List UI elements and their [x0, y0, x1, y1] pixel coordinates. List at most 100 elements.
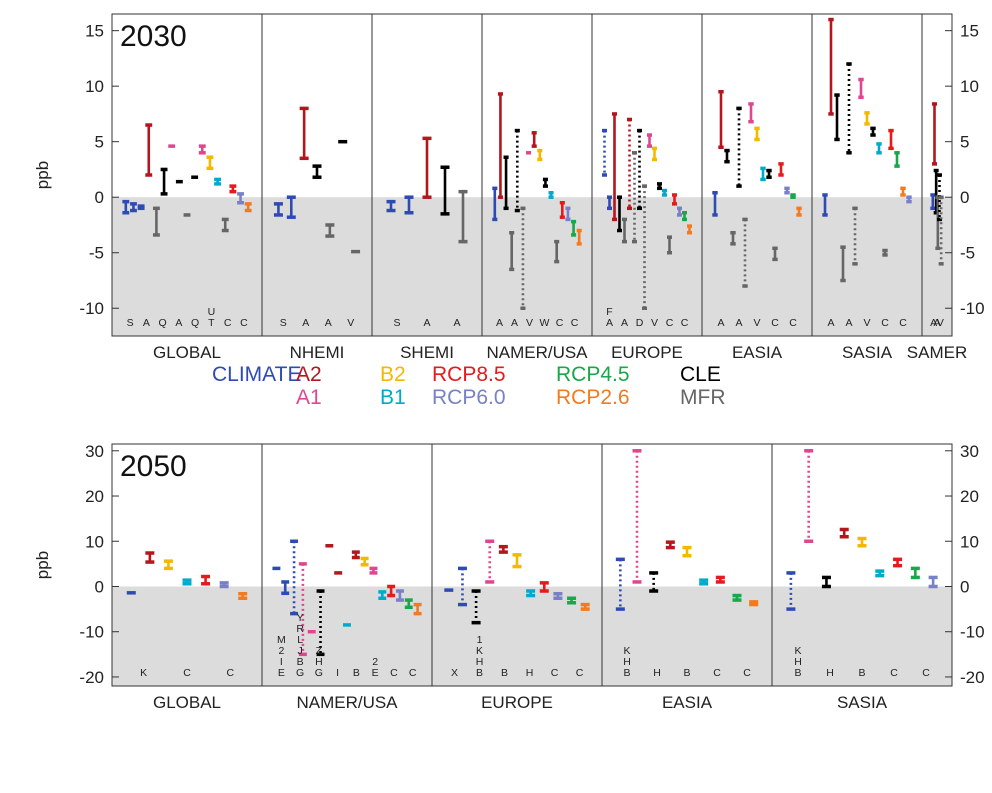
range-bar-rcp8-5: [893, 557, 903, 568]
y-tick-label-left: 0: [95, 188, 104, 207]
y-tick-label-left: -5: [89, 244, 104, 263]
model-letter: C: [240, 317, 248, 329]
model-letter: C: [890, 667, 898, 679]
range-bar-a1: [858, 77, 864, 100]
model-letter: A: [496, 317, 503, 329]
model-letter: C: [743, 667, 751, 679]
model-letter: B: [501, 667, 508, 679]
range-bar-a2: [839, 527, 849, 539]
range-bar-b1: [526, 589, 536, 598]
range-bar-rcp4-5: [732, 593, 742, 602]
range-bar-cle: [649, 571, 659, 593]
model-letter: G: [296, 667, 304, 679]
range-bar-b1: [760, 166, 766, 182]
model-letter: C: [224, 317, 232, 329]
model-letter: C: [681, 317, 689, 329]
model-letter: W: [540, 317, 550, 329]
model-letter: A: [621, 317, 628, 329]
range-bar-rcp8-5: [778, 162, 784, 177]
range-bar-rcp4-5: [790, 193, 796, 199]
range-bar-rcp6-0: [565, 206, 571, 222]
range-bar-rcp6-0: [928, 575, 938, 589]
range-bar-cle: [821, 575, 831, 589]
y-tick-label-right: -10: [960, 623, 985, 642]
model-letter-stacked: H: [315, 656, 323, 668]
range-bar-a1: [369, 566, 378, 575]
range-bar-cle: [542, 177, 548, 188]
model-letter-stacked: 1: [477, 634, 483, 646]
legend-item-rcp8-5: RCP8.5: [432, 363, 506, 386]
model-letter-stacked: K: [794, 645, 801, 657]
range-bar-b2: [652, 146, 657, 162]
model-letter: V: [651, 317, 658, 329]
legend-item-b2: B2: [380, 363, 406, 386]
range-bar-rcp2-6: [413, 602, 422, 616]
model-letter: C: [227, 667, 235, 679]
model-letter: A: [175, 317, 182, 329]
model-letter: Q: [191, 317, 199, 329]
range-bar-rcp6-0: [553, 591, 563, 600]
range-bar-mfr: [221, 217, 229, 233]
y-tick-label-right: 5: [960, 133, 969, 152]
model-letter: V: [526, 317, 533, 329]
y-tick-label-right: 0: [960, 577, 969, 596]
legend-item-a1: A1: [296, 386, 322, 409]
range-bar-a1: [748, 102, 754, 124]
range-bar-rcp8-5: [201, 574, 211, 586]
legend-item-climate: CLIMATE: [212, 363, 301, 386]
range-bar-b2: [682, 545, 692, 558]
range-bar-a2: [627, 117, 632, 211]
range-bar-mfr: [742, 217, 748, 288]
model-letter-stacked: K: [623, 645, 630, 657]
y-axis-label: ppb: [33, 161, 52, 189]
range-bar-rcp4-5: [404, 598, 413, 610]
range-bar-rcp8-5: [229, 184, 237, 194]
legend-item-a2: A2: [296, 363, 322, 386]
region-label: SHEMI: [400, 343, 454, 362]
range-bar-rcp8-5: [387, 584, 396, 598]
y-axis-label: ppb: [33, 551, 52, 579]
range-bar-rcp2-6: [244, 202, 252, 213]
range-bar-mfr: [622, 217, 627, 244]
range-bar-cle: [736, 106, 742, 188]
range-bar-rcp6-0: [784, 186, 790, 195]
range-bar-cle: [657, 182, 662, 191]
range-bar-mfr: [667, 235, 672, 255]
range-bar-a1: [298, 562, 307, 657]
model-letter: B: [623, 667, 630, 679]
range-bar-cle: [471, 589, 481, 625]
range-bar-rcp6-0: [677, 206, 682, 217]
range-bar-rcp2-6: [576, 228, 582, 246]
range-bar-rcp8-5: [888, 128, 894, 151]
range-bar-rcp8-5: [715, 575, 725, 584]
model-letter-stacked: 2: [372, 656, 378, 668]
range-bar-climate: [122, 199, 130, 215]
region-shemi: SHEMI S A A: [386, 136, 468, 362]
range-bar-climate: [273, 202, 283, 217]
model-letter-stacked: B: [297, 656, 304, 668]
range-bar-cle: [617, 195, 622, 233]
model-letter: E: [278, 667, 285, 679]
range-bar-mfr: [840, 245, 846, 283]
model-letter: A: [845, 317, 852, 329]
region-label: NAMER/USA: [296, 693, 398, 712]
legend-item-rcp6-0: RCP6.0: [432, 386, 506, 409]
range-bar-mfr: [852, 206, 858, 266]
panel-year-title: 2030: [120, 20, 187, 53]
model-letter: X: [451, 667, 458, 679]
model-letter: A: [606, 317, 613, 329]
range-bar-climate: [786, 571, 796, 611]
range-bar-climate: [290, 539, 299, 616]
range-bar-mfr: [458, 189, 468, 244]
range-bar-a2: [828, 17, 834, 116]
y-tick-label-right: -10: [960, 299, 985, 318]
range-bar-b2: [864, 111, 870, 126]
model-letter-stacked: H: [794, 656, 802, 668]
range-bar-a1: [632, 449, 642, 584]
